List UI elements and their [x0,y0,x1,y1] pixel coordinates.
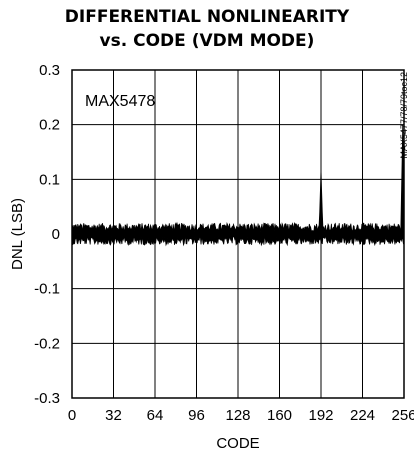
x-tick-label: 32 [105,407,122,424]
x-tick-label: 128 [225,407,250,424]
x-tick-label: 0 [68,407,76,424]
y-axis-ticks: 0.3 0.2 0.1 0 -0.1 -0.2 -0.3 [34,62,60,407]
y-tick-label: -0.1 [34,281,60,298]
chart-title-line-1: DIFFERENTIAL NONLINEARITY [64,7,350,27]
chart-title-line-2: vs. CODE (VDM MODE) [99,31,315,51]
y-tick-label: -0.3 [34,390,60,407]
device-label: MAX5478 [85,93,155,110]
x-tick-label: 64 [147,407,164,424]
plot-frame [71,69,405,399]
y-tick-label: 0.3 [39,62,60,79]
x-tick-label: 224 [350,407,375,424]
y-tick-label: 0.1 [39,171,60,188]
part-number-label: MAX5477/78/79toc12 [399,72,409,159]
y-axis-label: DNL (LSB) [9,198,26,270]
x-tick-label: 256 [391,407,414,424]
x-axis-label: CODE [216,435,259,452]
y-tick-label: 0 [52,226,60,243]
y-tick-label: -0.2 [34,335,60,352]
x-tick-label: 160 [267,407,292,424]
x-axis-ticks: 0 32 64 96 128 160 192 224 256 [68,407,414,424]
y-tick-label: 0.2 [39,117,60,134]
x-tick-label: 192 [308,407,333,424]
plot-border [71,69,405,399]
x-tick-label: 96 [188,407,205,424]
